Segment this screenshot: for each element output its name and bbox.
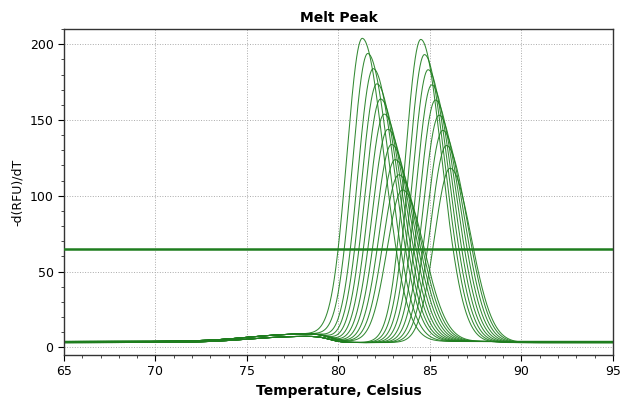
Title: Melt Peak: Melt Peak	[300, 11, 377, 25]
Y-axis label: -d(RFU)/dT: -d(RFU)/dT	[11, 158, 24, 226]
X-axis label: Temperature, Celsius: Temperature, Celsius	[255, 384, 422, 398]
